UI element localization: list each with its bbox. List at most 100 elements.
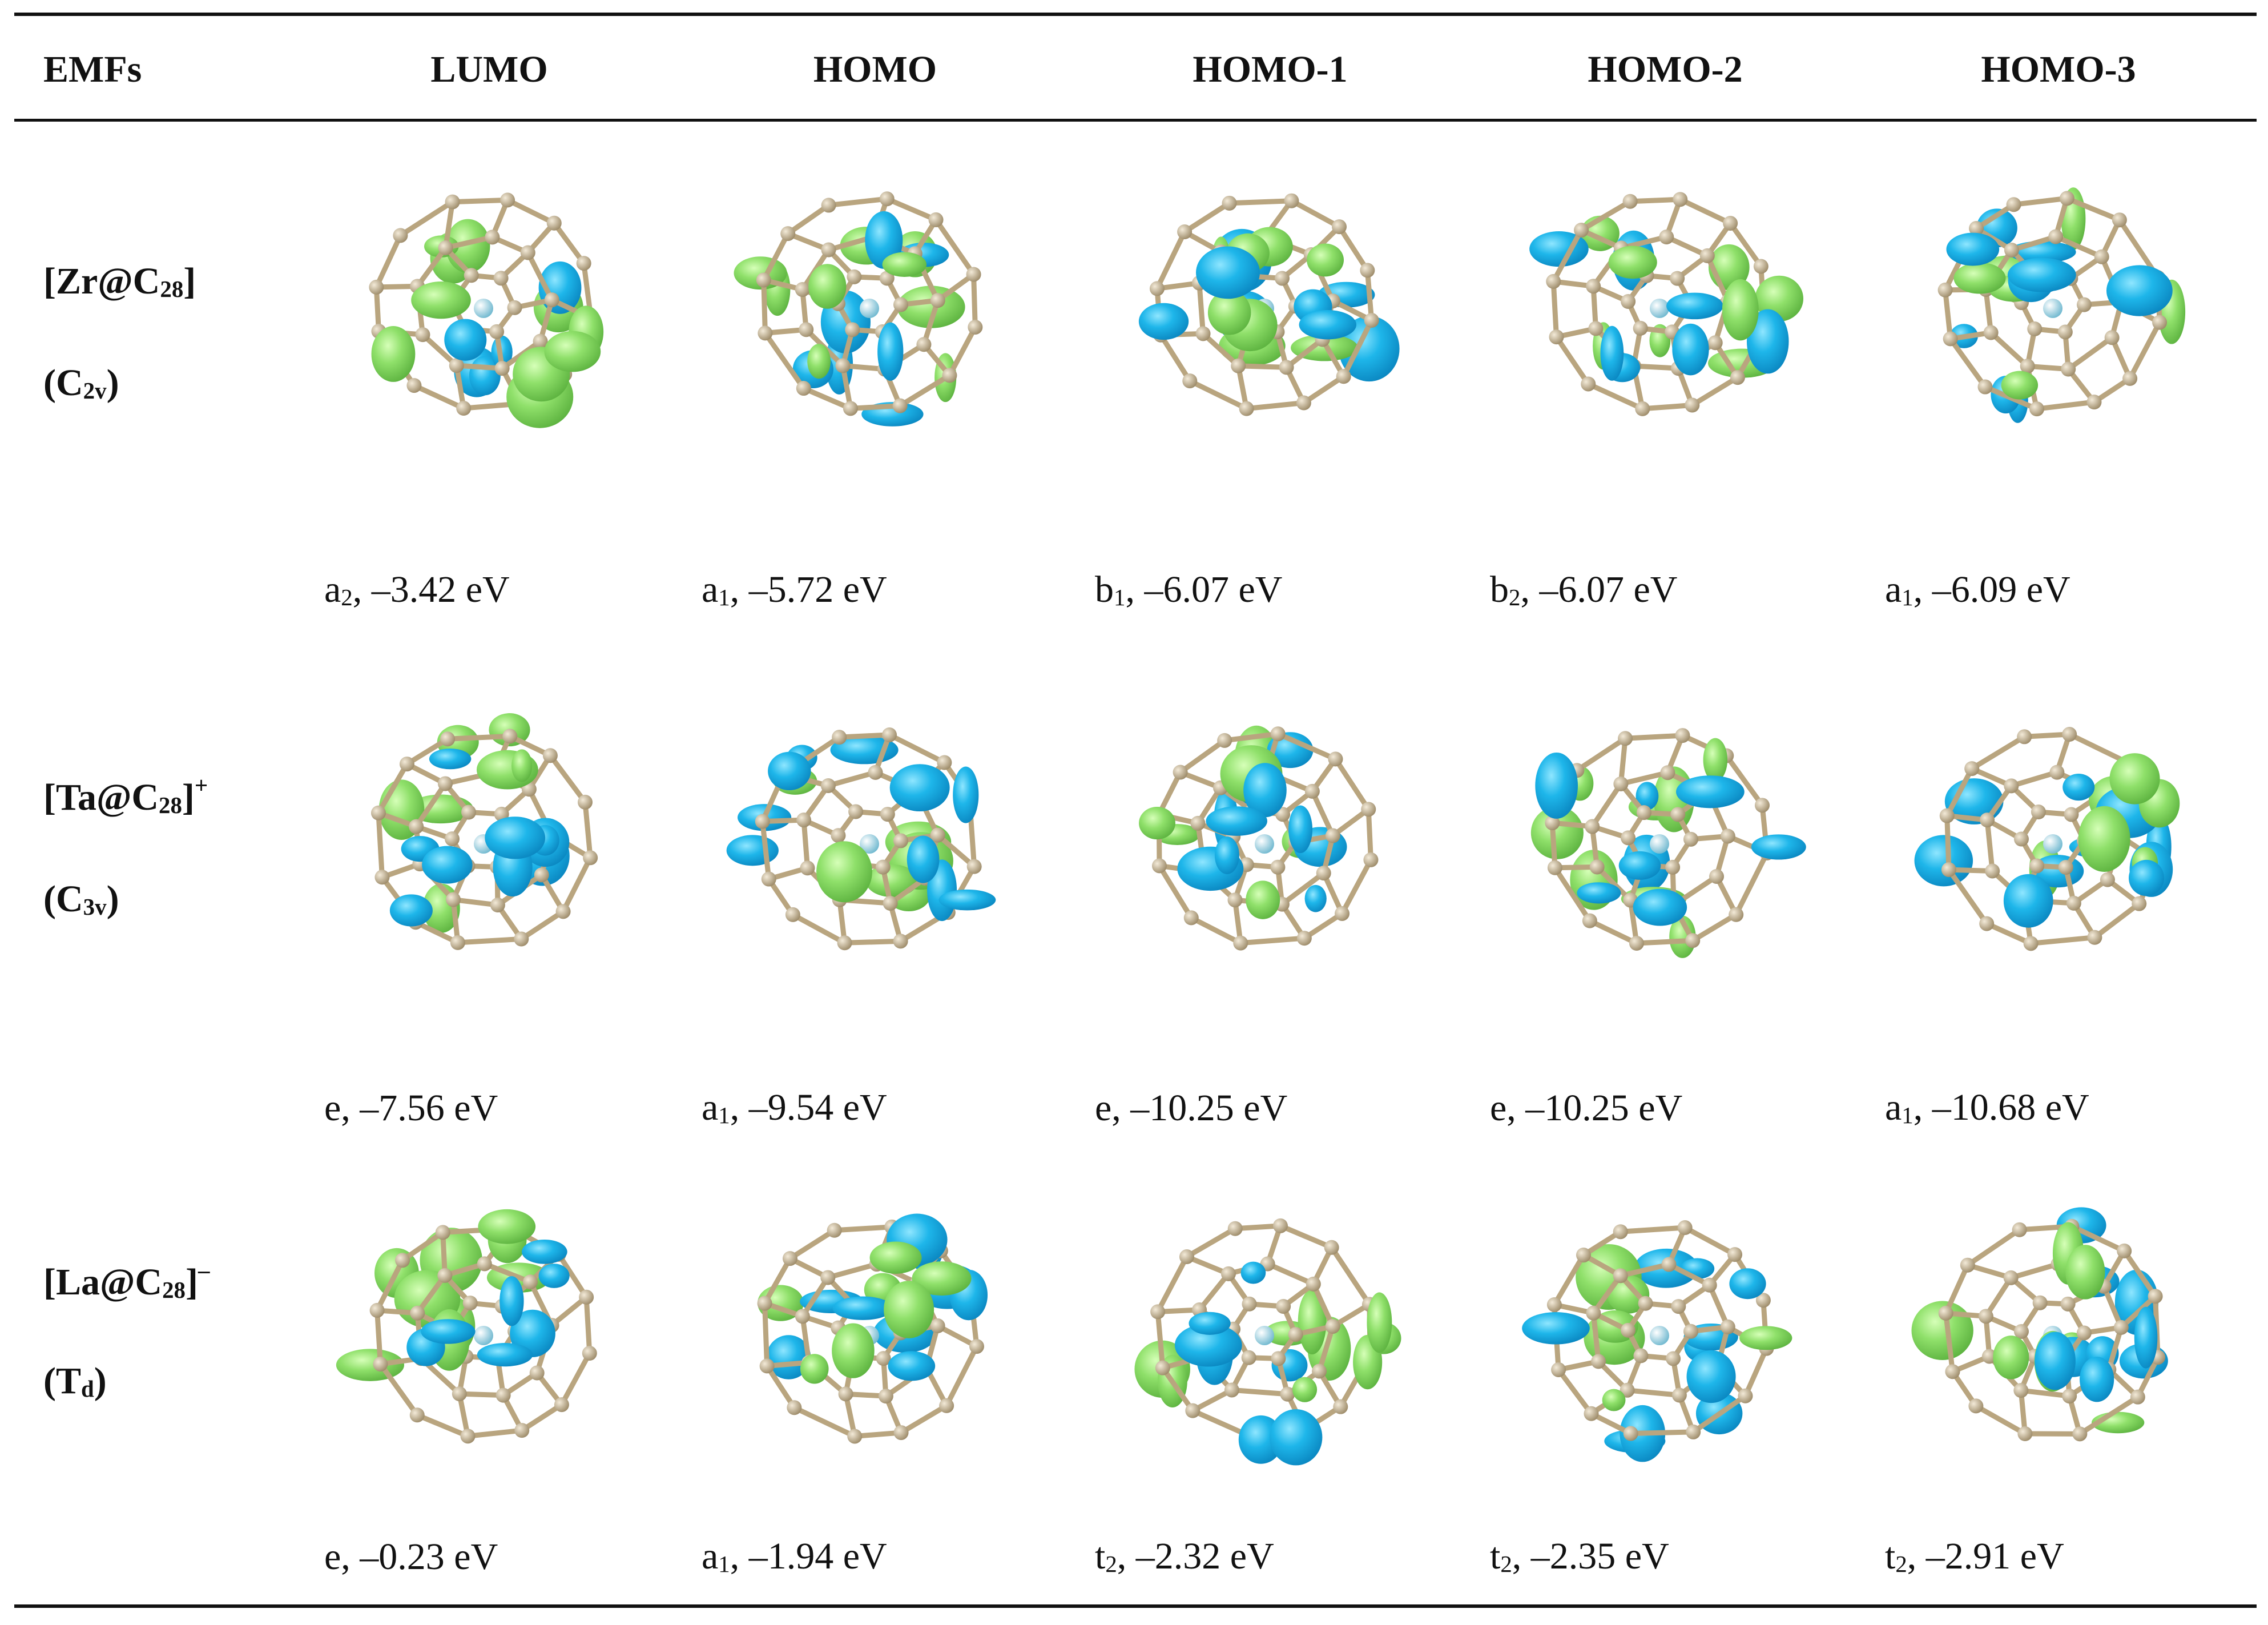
carbon-atom xyxy=(755,814,770,829)
carbon-atom xyxy=(1729,907,1744,922)
orbital-lobe xyxy=(511,749,533,782)
bond xyxy=(1690,912,1739,943)
subscript-text: 1 xyxy=(1114,585,1126,611)
bond xyxy=(790,912,848,946)
carbon-atom xyxy=(1576,1248,1591,1263)
bond xyxy=(1284,336,1326,370)
bond xyxy=(762,330,807,391)
carbon-atom xyxy=(477,1256,492,1272)
carbon-atom xyxy=(2014,1324,2029,1339)
bond xyxy=(760,819,772,882)
carbon-atom xyxy=(821,242,836,258)
orbital-image xyxy=(757,1213,988,1444)
bond xyxy=(1585,381,1645,412)
bond xyxy=(1178,738,1227,775)
carbon-atom xyxy=(1659,230,1674,245)
orbital-lobe xyxy=(1993,1336,2029,1379)
bond xyxy=(2092,901,2142,940)
carbon-atom xyxy=(1288,1327,1303,1342)
carbon-atom xyxy=(835,358,851,373)
metal-atom xyxy=(1255,834,1274,854)
carbon-atom xyxy=(1661,1257,1677,1272)
carbon-atom xyxy=(1547,860,1562,875)
top-rule xyxy=(14,13,2257,16)
orbital-lobe xyxy=(444,319,487,361)
carbon-atom xyxy=(1685,397,1700,413)
orbital-label: a1, –9.54 eV xyxy=(702,1086,887,1128)
bond xyxy=(1310,789,1336,839)
carbon-atom xyxy=(1325,828,1340,843)
bond xyxy=(414,245,449,289)
carbon-atom xyxy=(2076,297,2092,312)
orbital-lobe xyxy=(1914,835,1973,887)
orbital-lobe xyxy=(522,1240,567,1264)
carbon-atom xyxy=(880,807,895,822)
carbon-atom xyxy=(2057,324,2073,340)
text-run: [Zr@C xyxy=(43,260,160,302)
bond xyxy=(2069,1224,2127,1254)
orbital-lobe xyxy=(477,1343,533,1367)
bond xyxy=(1587,918,1639,946)
bond xyxy=(1594,864,1633,903)
orbital-lobe xyxy=(1676,775,1745,809)
carbon-atom xyxy=(1666,1351,1681,1366)
carbon-atom xyxy=(1582,913,1597,928)
carbon-atom xyxy=(410,1305,425,1321)
orbital-label: a2, –3.42 eV xyxy=(324,570,510,610)
carbon-atom xyxy=(1635,401,1650,416)
bond xyxy=(1618,1225,1688,1234)
carbon-atom xyxy=(1671,1387,1687,1403)
bond xyxy=(443,199,456,251)
carbon-atom xyxy=(796,381,811,396)
text-run: a xyxy=(702,1086,719,1128)
orbital-lobe xyxy=(1139,806,1175,840)
carbon-atom xyxy=(1360,263,1375,278)
carbon-atom xyxy=(406,378,422,393)
carbon-atom xyxy=(2117,1243,2132,1258)
carbon-atom xyxy=(1964,761,1980,777)
orbital-lobe xyxy=(1522,1312,1590,1345)
carbon-atom xyxy=(1312,1363,1327,1379)
carbon-atom xyxy=(1683,831,1698,847)
bond xyxy=(1965,1227,2023,1268)
carbon-atom xyxy=(821,198,836,213)
carbon-atom xyxy=(968,319,983,335)
bond xyxy=(1364,267,1375,323)
bond xyxy=(1682,1225,1738,1257)
orbital-lobe xyxy=(888,1351,936,1381)
carbon-atom xyxy=(399,757,414,772)
bond xyxy=(800,1313,812,1365)
orbital-lobe xyxy=(1307,243,1344,277)
bond xyxy=(1946,867,1989,927)
bond xyxy=(374,1308,383,1367)
bond xyxy=(1618,735,1628,787)
orbital-lobe xyxy=(2007,258,2076,292)
carbon-atom xyxy=(1613,776,1629,791)
metal-atom xyxy=(1650,1326,1669,1345)
bond xyxy=(420,332,460,368)
orbital-lobe xyxy=(1246,880,1280,919)
bond xyxy=(2109,335,2133,381)
bond xyxy=(1365,806,1373,863)
metal-atom xyxy=(2043,834,2062,854)
carbon-atom xyxy=(893,297,908,312)
subscript-text: 1 xyxy=(718,585,730,611)
carbon-atom xyxy=(1660,765,1675,781)
carbon-atom xyxy=(756,272,771,288)
bond xyxy=(2011,195,2070,207)
orbital-lobe xyxy=(816,841,872,903)
orbital-lobe xyxy=(807,344,831,379)
carbon-atom xyxy=(1280,1386,1295,1402)
carbon-atom xyxy=(1621,830,1636,846)
carbon-atom xyxy=(534,867,549,883)
bond xyxy=(1279,870,1327,907)
carbon-atom xyxy=(1325,1318,1340,1334)
carbon-atom xyxy=(1613,1224,1628,1240)
bond xyxy=(1154,229,1187,291)
emf-name: [Ta@C28]+ xyxy=(43,774,208,818)
text-run: b xyxy=(1095,568,1114,610)
orbital-lobe xyxy=(1602,1389,1626,1411)
bond xyxy=(800,1274,831,1319)
bond xyxy=(1705,253,1731,304)
orbital-label: b2, –6.07 eV xyxy=(1490,570,1677,610)
